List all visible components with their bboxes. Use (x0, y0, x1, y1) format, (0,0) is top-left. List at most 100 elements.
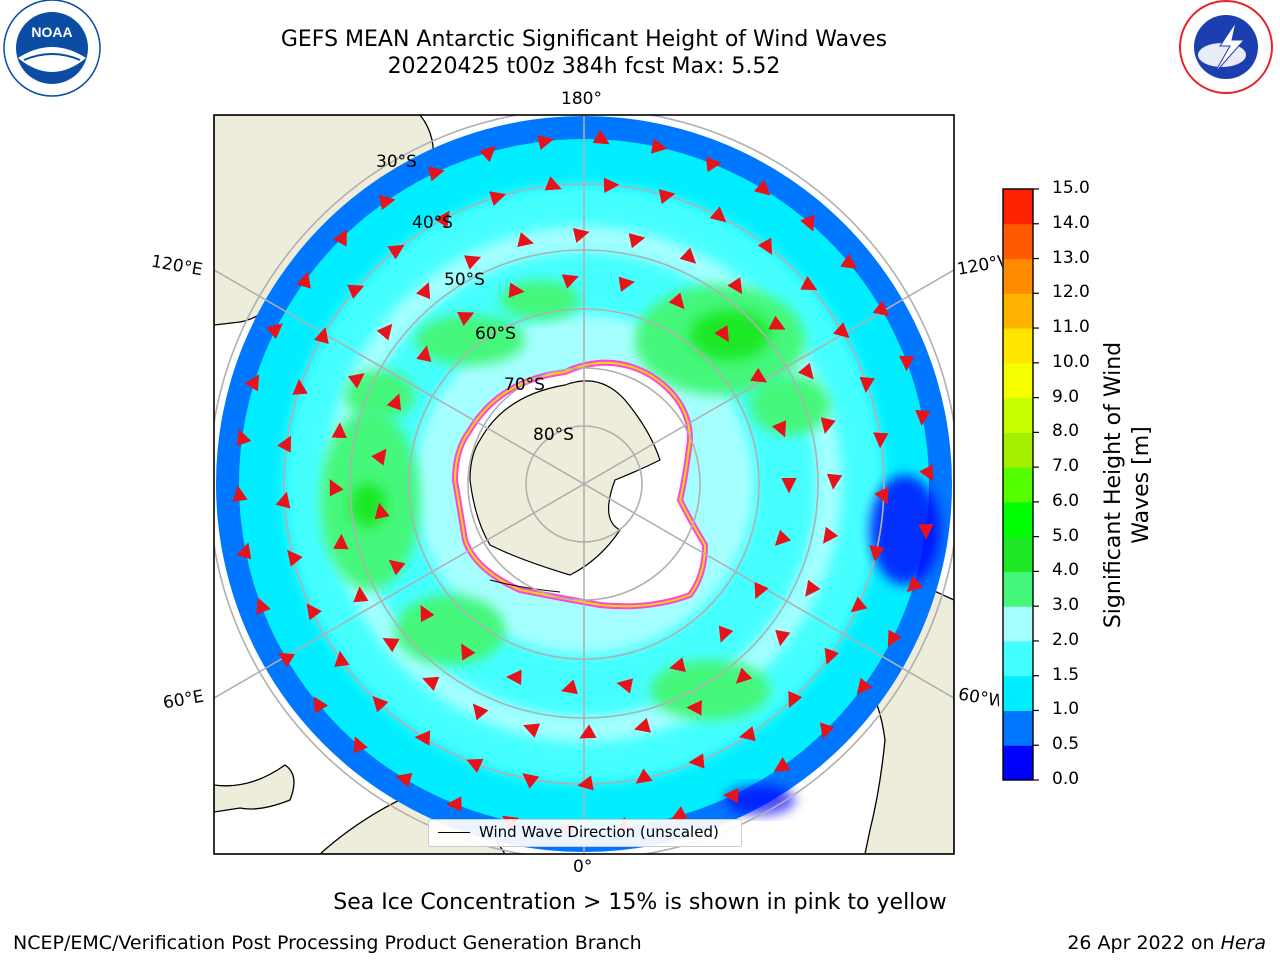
wind-wave-arrow (577, 775, 594, 791)
wind-wave-arrow (236, 429, 252, 447)
wind-wave-arrow (832, 322, 850, 339)
wind-wave-arrow (735, 667, 753, 684)
sea-ice-note: Sea Ice Concentration > 15% is shown in … (333, 890, 947, 915)
wind-wave-arrow (873, 432, 889, 449)
colorbar-tick-label: 7.0 (1052, 456, 1080, 477)
colorbar-tick-label: 1.0 (1052, 699, 1080, 720)
wind-wave-arrow (800, 276, 818, 291)
wind-wave-arrow (371, 448, 387, 466)
wind-wave-arrow (347, 284, 365, 299)
colorbar-tick-label: 9.0 (1052, 386, 1080, 407)
colorbar-swatch (1003, 710, 1033, 746)
colorbar-tick-label: 15.0 (1052, 178, 1090, 198)
colorbar-swatch (1003, 293, 1033, 329)
wind-wave-arrow (650, 138, 668, 154)
wind-wave-arrow (461, 643, 476, 661)
wind-wave-arrow (788, 690, 803, 709)
colorbar-tick-label: 14.0 (1052, 212, 1090, 233)
wind-wave-arrow (669, 657, 686, 673)
colorbar-swatch (1003, 536, 1033, 572)
wind-wave-arrow (347, 373, 365, 389)
wind-wave-arrow (826, 473, 843, 490)
wind-wave-arrow (718, 625, 734, 643)
colorbar-tick-label: 13.0 (1052, 247, 1090, 268)
wind-wave-arrow (739, 726, 756, 742)
wind-wave-arrow (856, 677, 873, 695)
lat-label-40s: 40°S (412, 213, 453, 233)
colorbar-swatch (1003, 362, 1033, 399)
lat-label-80s: 80°S (533, 425, 574, 445)
wind-wave-arrow (277, 435, 292, 453)
wind-wave-arrow (522, 773, 540, 789)
nws-logo (1179, 0, 1273, 94)
colorbar-swatch (1003, 397, 1033, 433)
colorbar-swatch (1003, 501, 1033, 538)
colorbar-tick-label: 4.0 (1052, 560, 1080, 581)
credit-text: NCEP/EMC/Verification Post Processing Pr… (13, 932, 642, 954)
colorbar-tick-label: 10.0 (1052, 351, 1090, 372)
legend-label: Wind Wave Direction (unscaled) (479, 823, 719, 841)
colorbar-swatch (1003, 189, 1033, 225)
wind-wave-arrow (753, 179, 771, 196)
colorbar-tick-label: 6.0 (1052, 490, 1080, 511)
wind-wave-arrow (572, 227, 590, 243)
wind-wave-arrow (434, 210, 450, 228)
wind-wave-arrow (592, 129, 610, 145)
wind-wave-arrow (313, 327, 329, 345)
legend-line-swatch (438, 832, 470, 833)
wind-wave-arrow (544, 176, 562, 191)
wind-wave-arrow (232, 485, 248, 502)
wind-wave-arrow (457, 312, 475, 327)
wind-wave-arrow (840, 253, 858, 269)
wind-wave-arrow (376, 323, 393, 341)
colorbar-tick-label: 12.0 (1052, 282, 1090, 303)
wind-wave-arrow (244, 374, 260, 392)
chart-title: GEFS MEAN Antarctic Significant Height o… (280, 27, 888, 52)
wind-wave-arrow (824, 647, 840, 665)
wind-wave-arrow (523, 723, 541, 738)
wind-wave-arrow (463, 255, 482, 270)
wind-wave-arrow (537, 134, 554, 151)
wind-wave-arrow (387, 244, 405, 260)
colorbar-tick-label: 0.5 (1052, 734, 1080, 755)
noaa-logo-text: NOAA (31, 24, 72, 40)
map-plot-area (214, 115, 954, 854)
colorbar-tick-label: 3.0 (1052, 595, 1080, 616)
wind-wave-arrow (714, 324, 729, 343)
lat-label-60s: 60°S (475, 324, 516, 344)
colorbar-swatch (1003, 258, 1033, 294)
wind-wave-arrow (306, 603, 322, 621)
lat-label-50s: 50°S (444, 270, 485, 290)
wind-wave-arrow (668, 292, 685, 310)
wind-wave-arrow (256, 597, 271, 615)
wind-wave-arrow (658, 189, 676, 205)
wind-wave-arrow (517, 232, 534, 248)
colorbar-swatch (1003, 606, 1033, 642)
colorbar-label: Significant Height of Wind Waves [m] (1101, 341, 1154, 629)
lat-label-30s: 30°S (376, 152, 417, 172)
wind-wave-arrow (287, 549, 303, 567)
wind-wave-arrow (773, 757, 791, 772)
wind-wave-arrow (236, 542, 252, 560)
wind-wave-arrow (353, 586, 369, 603)
wind-wave-arrow (275, 491, 291, 509)
wind-wave-arrow (859, 376, 875, 393)
wind-wave-arrow (800, 214, 815, 232)
wind-wave-arrow (768, 315, 786, 330)
wind-wave-arrow (416, 345, 432, 363)
wind-wave-arrow (754, 581, 769, 600)
wind-wave-arrow (313, 696, 329, 714)
lon-label-0: 0° (573, 857, 593, 877)
wind-wave-arrow (374, 502, 390, 520)
lat-label-70s: 70°S (504, 375, 545, 395)
wind-wave-arrow (805, 579, 821, 597)
wind-wave-arrow (560, 679, 578, 695)
wind-wave-arrow (775, 629, 791, 647)
wind-wave-arrow (382, 638, 400, 653)
wind-wave-arrow (618, 276, 635, 292)
colorbar-tick-label: 11.0 (1052, 317, 1090, 338)
wind-wave-arrow (296, 271, 311, 289)
wind-wave-arrow (329, 479, 344, 497)
wind-wave-arrow (749, 367, 768, 383)
colorbar (1003, 188, 1039, 781)
